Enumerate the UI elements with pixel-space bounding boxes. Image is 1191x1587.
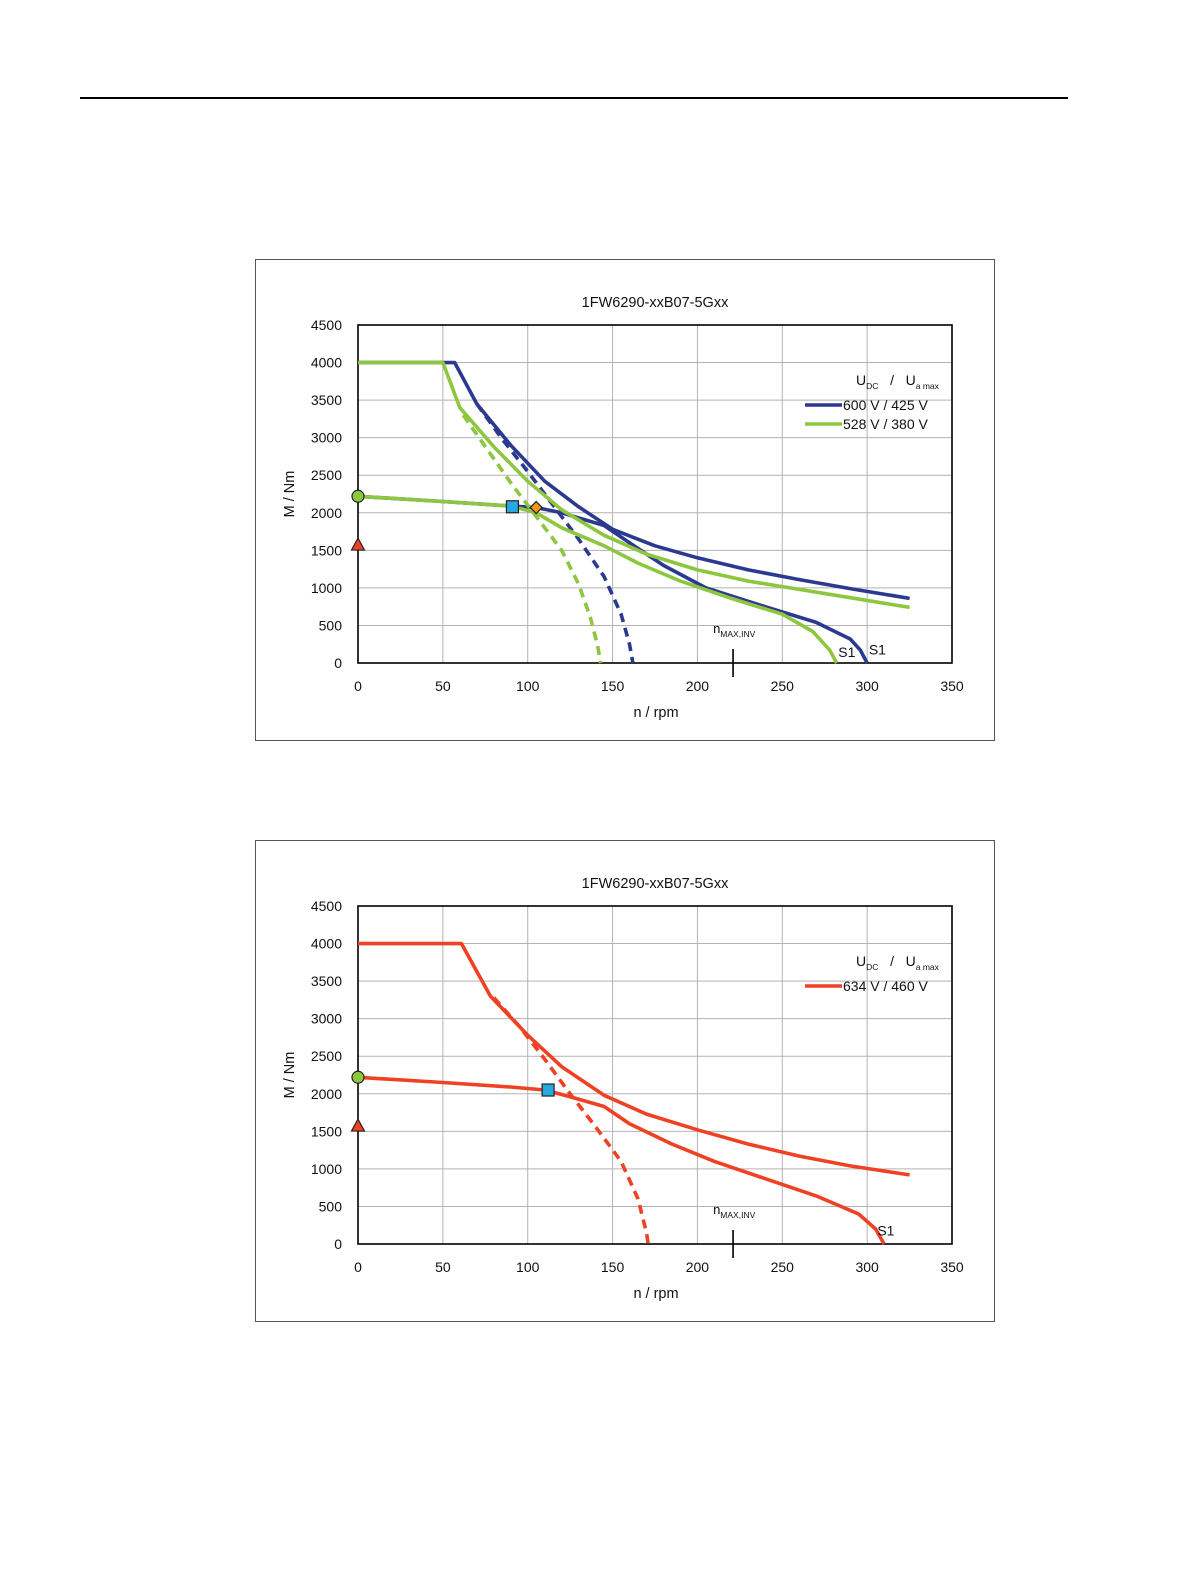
curve-label-s1: S1	[869, 642, 886, 658]
chart-title: 1FW6290-xxB07-5Gxx	[582, 295, 729, 311]
legend-header-subscript: DC	[866, 381, 878, 391]
chart-title: 1FW6290-xxB07-5Gxx	[582, 876, 729, 892]
torque-speed-chart-2: 1FW6290-xxB07-5Gxx 0 50 100 150 200 250 300 350 0…	[255, 840, 995, 1322]
x-tick-label: 200	[686, 678, 710, 694]
legend-entry-label: 528 V / 380 V	[843, 416, 929, 432]
y-tick-label: 0	[334, 655, 342, 671]
y-tick-label: 1000	[311, 580, 342, 596]
x-tick-label: 0	[354, 678, 362, 694]
x-tick-label: 100	[516, 1259, 540, 1275]
x-tick-label: 50	[435, 678, 451, 694]
y-axis-label: M / Nm	[282, 471, 298, 518]
nmax-label-main: n	[713, 1202, 720, 1217]
y-tick-label: 0	[334, 1236, 342, 1252]
legend-entry-label: 600 V / 425 V	[843, 397, 929, 413]
x-axis-label: n / rpm	[633, 1286, 678, 1302]
y-tick-label: 1500	[311, 542, 342, 558]
series-line-solid	[358, 360, 910, 610]
x-tick-label: 150	[601, 1259, 625, 1275]
x-tick-label: 300	[855, 678, 879, 694]
x-tick-label: 250	[771, 678, 795, 694]
x-tick-label: 150	[601, 678, 625, 694]
series-line-dashed	[475, 402, 635, 664]
x-tick-label: 250	[771, 1259, 795, 1275]
x-tick-label: 200	[686, 1259, 710, 1275]
y-tick-label: 500	[319, 1198, 343, 1214]
legend-entry-label: 634 V / 460 V	[843, 978, 929, 994]
y-tick-label: 3500	[311, 392, 342, 408]
marker-triangle	[350, 536, 366, 551]
nmax-label: nMAX,INV	[713, 621, 756, 639]
legend-header-text: /	[878, 372, 905, 388]
y-tick-label: 4500	[311, 317, 342, 333]
y-tick-label: 3000	[311, 430, 342, 446]
y-tick-label: 3000	[311, 1011, 342, 1027]
y-tick-label: 2000	[311, 505, 342, 521]
y-tick-label: 3500	[311, 973, 342, 989]
x-tick-label: 350	[940, 1259, 964, 1275]
torque-speed-chart-1: 1FW6290-xxB07-5Gxx 0 50 100 150 200 250 300 350 0…	[255, 259, 995, 741]
x-axis-label: n / rpm	[633, 705, 678, 721]
legend-header: UDC / Ua max	[856, 372, 940, 391]
nmax-label-sub: MAX,INV	[720, 629, 755, 639]
series-1	[357, 941, 910, 1245]
y-tick-label: 1000	[311, 1161, 342, 1177]
series-line-solid	[357, 1075, 886, 1245]
curve-label-s1: S1	[877, 1223, 894, 1239]
marker-square	[541, 1083, 555, 1097]
legend-header: UDC / Ua max	[856, 953, 940, 972]
nmax-label-sub: MAX,INV	[720, 1210, 755, 1220]
x-tick-label: 50	[435, 1259, 451, 1275]
y-tick-label: 1500	[311, 1123, 342, 1139]
legend-header-text: U	[856, 953, 866, 969]
legend-header-text: U	[906, 372, 916, 388]
x-tick-label: 300	[855, 1259, 879, 1275]
legend-header-text: /	[878, 953, 905, 969]
marker-diamond	[529, 500, 544, 515]
marker-triangle	[350, 1117, 366, 1132]
y-axis-label: M / Nm	[282, 1052, 298, 1099]
x-tick-label: 0	[354, 1259, 362, 1275]
y-tick-label: 2500	[311, 1048, 342, 1064]
series-line-solid	[358, 360, 910, 601]
x-tick-label: 350	[940, 678, 964, 694]
series-line-dashed	[492, 996, 650, 1245]
y-tick-label: 2500	[311, 467, 342, 483]
nmax-label-main: n	[713, 621, 720, 636]
nmax-label: nMAX,INV	[713, 1202, 756, 1220]
legend-header-text: U	[906, 953, 916, 969]
y-tick-label: 500	[319, 617, 343, 633]
y-tick-label: 4500	[311, 898, 342, 914]
y-tick-label: 4000	[311, 936, 342, 952]
y-tick-label: 2000	[311, 1086, 342, 1102]
series-line-dashed	[461, 414, 603, 664]
legend-header-subscript: DC	[866, 962, 878, 972]
y-tick-label: 4000	[311, 355, 342, 371]
legend-header-subscript: a max	[916, 381, 940, 391]
legend-header-text: U	[856, 372, 866, 388]
series-line-solid	[358, 941, 910, 1177]
curve-label-s1: S1	[838, 644, 855, 660]
legend-header-subscript: a max	[916, 962, 940, 972]
marker-circle	[351, 489, 365, 503]
marker-circle	[351, 1070, 365, 1084]
marker-square	[505, 500, 520, 514]
x-tick-label: 100	[516, 678, 540, 694]
header-rule	[80, 97, 1068, 99]
